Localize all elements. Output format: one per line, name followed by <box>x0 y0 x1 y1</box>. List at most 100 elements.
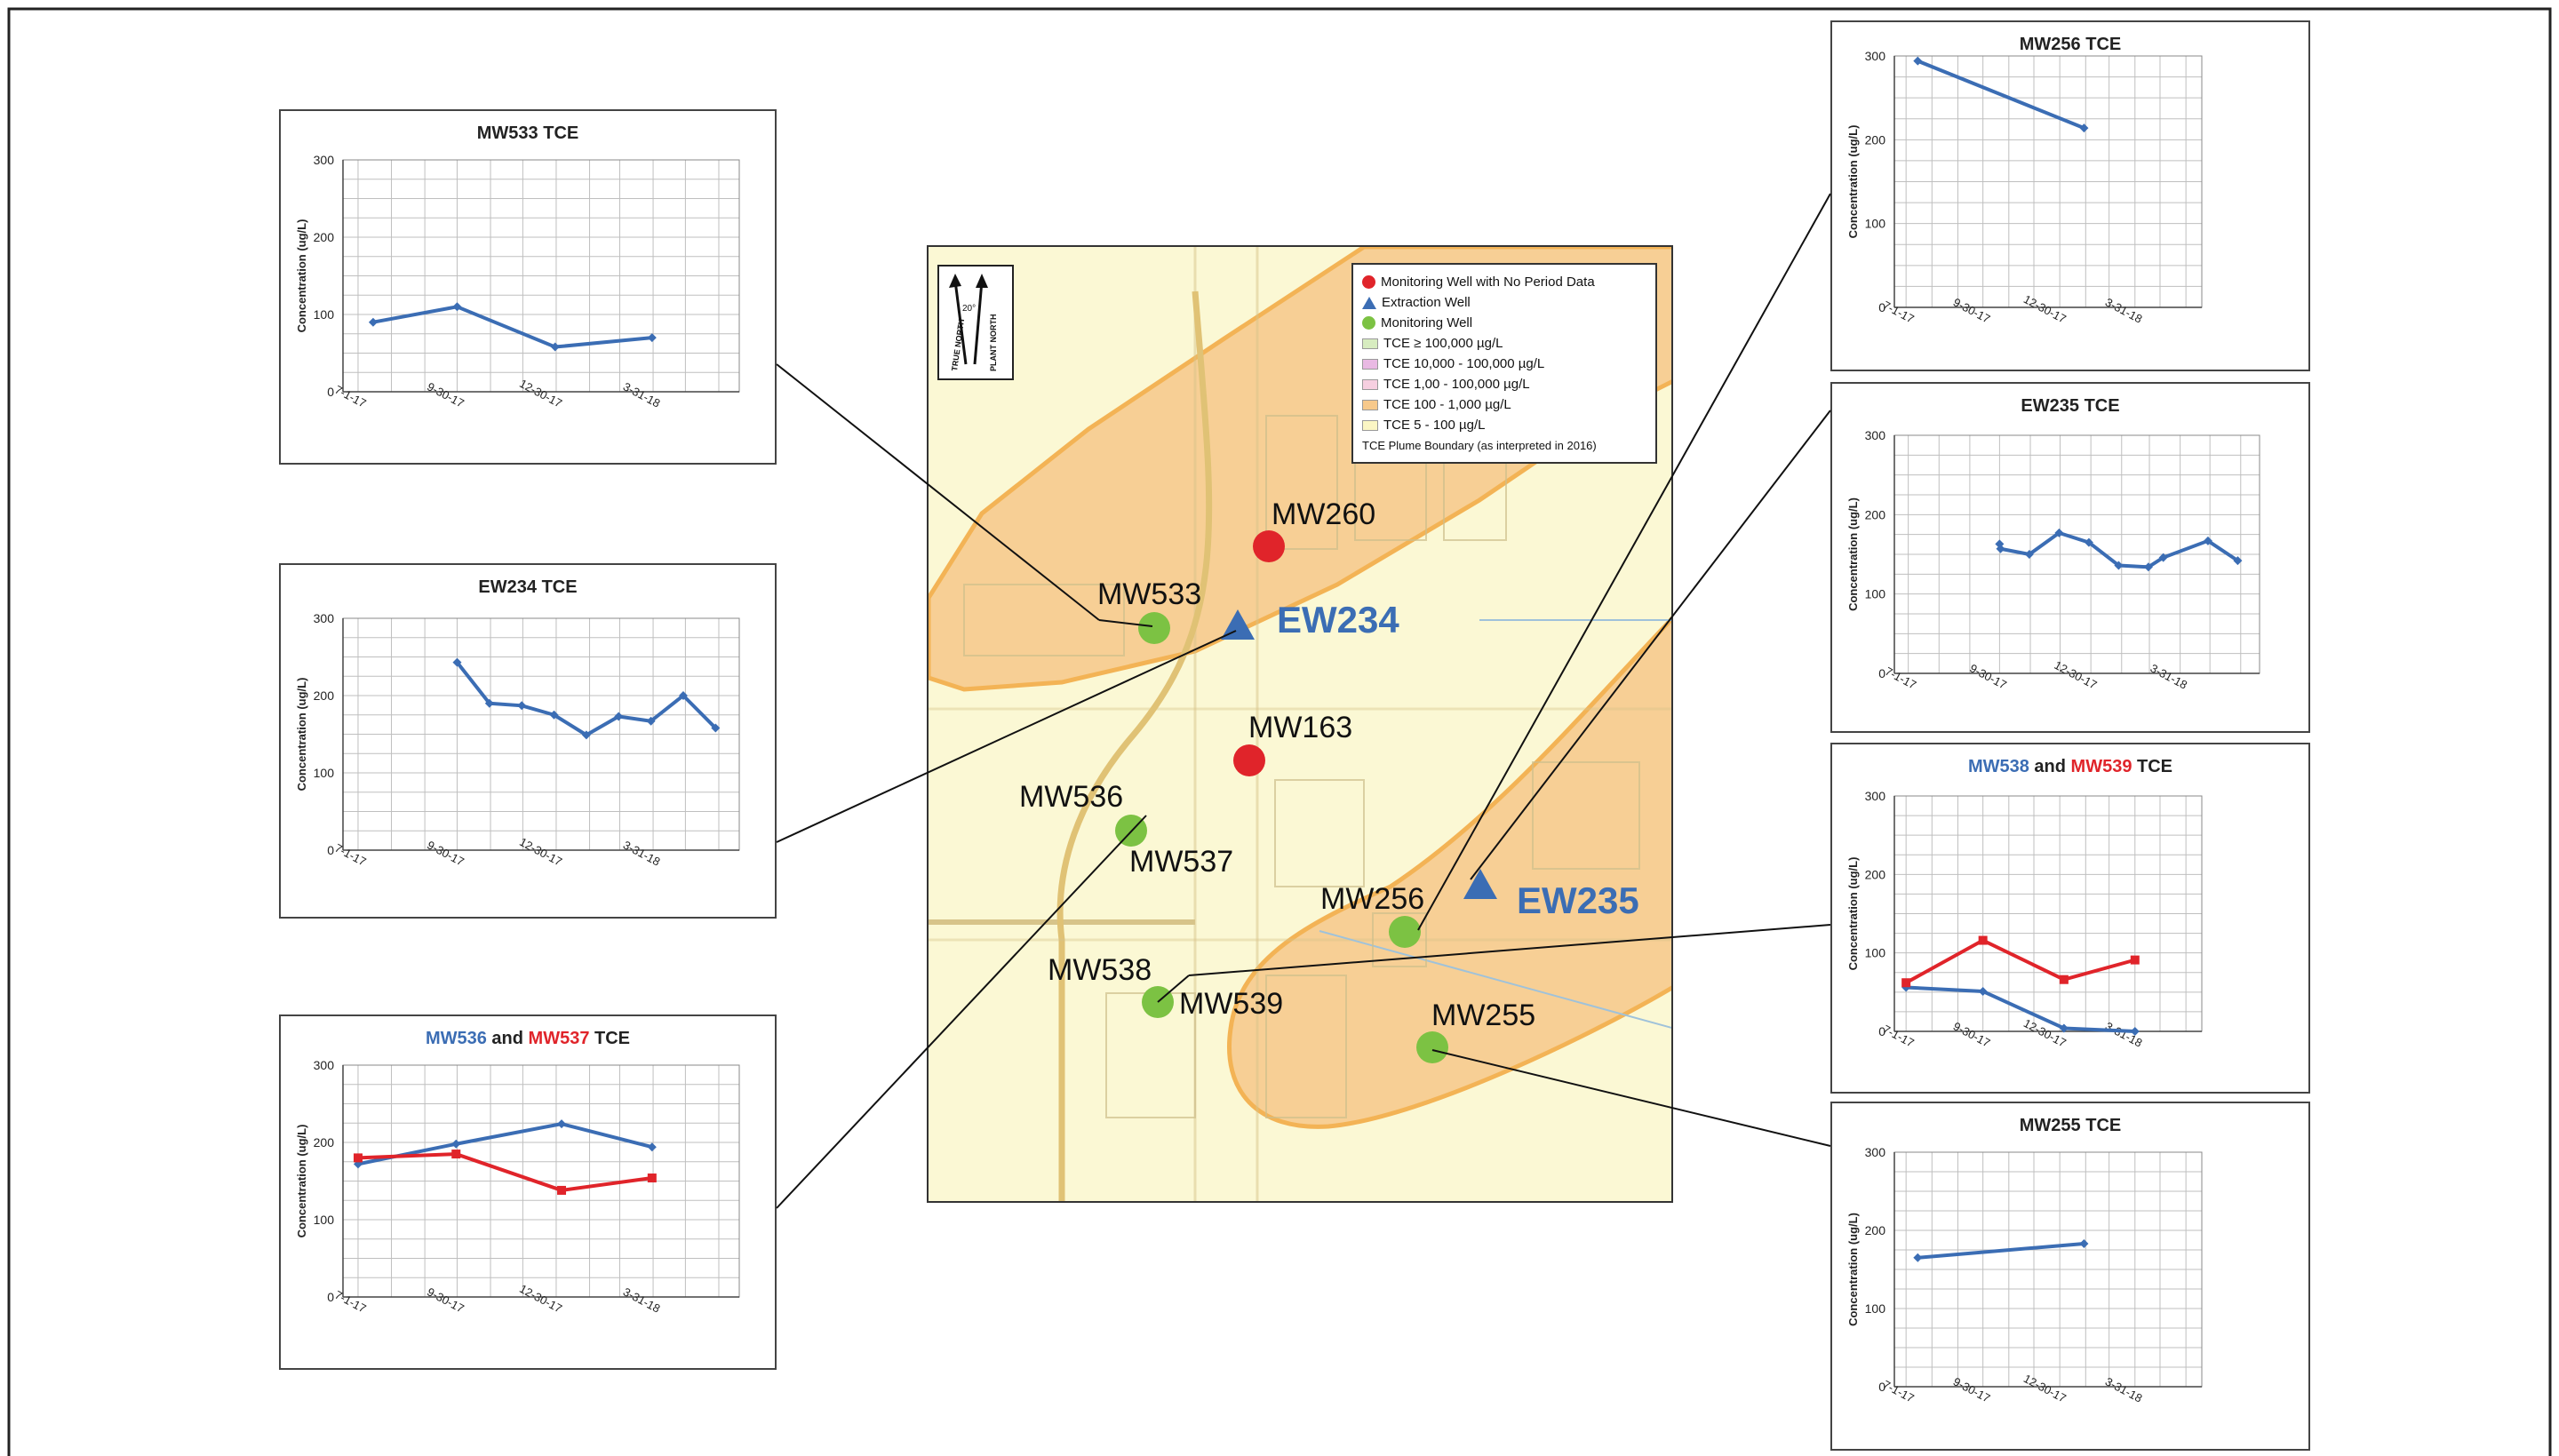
data-point <box>2233 556 2243 566</box>
data-point <box>2084 537 2093 547</box>
leader-mw255 <box>1431 1049 1831 1147</box>
data-point <box>647 1174 657 1183</box>
y-tick-label: 0 <box>327 843 334 857</box>
y-tick-label: 100 <box>1865 1301 1886 1316</box>
series-line <box>1905 938 2136 984</box>
legend-label: TCE ≥ 100,000 µg/L <box>1383 336 1503 351</box>
well-marker-mw163[interactable] <box>1233 744 1265 776</box>
y-axis-label: Concentration (ug/L) <box>295 678 308 792</box>
series-line <box>357 1152 653 1192</box>
legend-item: Monitoring Well <box>1362 313 1646 333</box>
title-and: and <box>486 1029 529 1048</box>
data-point <box>614 712 624 721</box>
legend-label: Monitoring Well with No Period Data <box>1381 274 1595 290</box>
well-label-mw536: MW536 <box>1019 780 1124 814</box>
legend-item: TCE 100 - 1,000 µg/L <box>1362 394 1646 415</box>
data-point <box>2054 528 2064 537</box>
title-suffix: TCE <box>589 1029 631 1048</box>
leader-mw536 <box>776 815 1147 1209</box>
chart-title: EW234 TCE <box>478 577 578 597</box>
data-point <box>581 730 591 740</box>
well-marker-ew235[interactable] <box>1463 869 1497 899</box>
color-swatch <box>1362 338 1378 349</box>
chart-mw536-mw537: 0 100 200 300 7-1-17 9-30-17 12-30-17 3-31-18 Co… <box>279 1014 777 1370</box>
chart-mw255: 0 100 200 300 7-1-17 9-30-17 12-30-17 3-31-18 Co… <box>1830 1102 2310 1451</box>
series-line <box>1997 530 2239 569</box>
chart-mw538-mw539: 0 100 200 300 7-1-17 9-30-17 12-30-17 3-31-18 Co… <box>1830 743 2310 1094</box>
y-tick-label: 300 <box>314 153 335 167</box>
data-point <box>2130 1027 2140 1036</box>
chart-ew235: 0 100 200 300 7-1-17 9-30-17 12-30-17 3-31-18 Co… <box>1830 382 2310 733</box>
chart-title: MW533 TCE <box>476 123 579 143</box>
data-point <box>1913 56 1923 66</box>
well-label-mw255: MW255 <box>1431 999 1536 1032</box>
well-marker-ew234[interactable] <box>1221 609 1255 640</box>
well-marker-mw256[interactable] <box>1389 916 1421 948</box>
chart-title: EW235 TCE <box>2021 396 2120 416</box>
data-point <box>452 657 462 667</box>
legend-label: TCE 5 - 100 µg/L <box>1383 418 1486 433</box>
y-axis-label: Concentration (ug/L) <box>1846 497 1860 611</box>
data-point <box>451 1150 461 1159</box>
data-point <box>2079 123 2089 133</box>
data-point <box>368 317 378 327</box>
legend-item: Extraction Well <box>1362 292 1646 313</box>
site-map: 20° TRUE NORTH PLANT NORTH Monitoring We… <box>927 245 1673 1203</box>
y-tick-label: 200 <box>1865 867 1886 881</box>
series-line <box>1917 59 2085 130</box>
chart-ew234: 0 100 200 300 7-1-17 9-30-17 12-30-17 3-31-18 Co… <box>279 563 777 919</box>
color-swatch <box>1362 419 1378 431</box>
data-point <box>451 1139 461 1149</box>
y-tick-label: 300 <box>1865 1145 1886 1159</box>
y-tick-label: 300 <box>1865 428 1886 442</box>
data-point <box>2059 975 2069 984</box>
series-line <box>357 1122 653 1166</box>
y-tick-label: 100 <box>314 307 335 322</box>
y-tick-label: 300 <box>1865 49 1886 63</box>
title-series-1: MW536 <box>425 1029 487 1048</box>
y-tick-label: 200 <box>1865 507 1886 521</box>
y-tick-label: 0 <box>327 1290 334 1304</box>
data-point <box>2024 550 2034 559</box>
y-tick-label: 0 <box>327 385 334 399</box>
data-point <box>2158 553 2168 562</box>
y-axis-label: Concentration (ug/L) <box>295 219 308 333</box>
leader-ew235 <box>1470 410 1831 880</box>
series-line <box>1906 985 2135 1033</box>
y-tick-label: 0 <box>1878 1024 1885 1038</box>
chart-title: MW255 TCE <box>2019 1116 2122 1135</box>
legend-item: TCE 10,000 - 100,000 µg/L <box>1362 354 1646 374</box>
well-label-mw539: MW539 <box>1179 987 1284 1021</box>
well-marker-mw260[interactable] <box>1253 530 1285 562</box>
well-marker-mw533[interactable] <box>1138 612 1170 644</box>
north-angle: 20° <box>962 304 976 314</box>
y-tick-label: 100 <box>1865 587 1886 601</box>
leader-mw533-tail <box>1098 619 1153 627</box>
color-swatch <box>1362 399 1378 410</box>
north-arrow: 20° TRUE NORTH PLANT NORTH <box>937 265 1014 380</box>
y-tick-label: 300 <box>314 1058 335 1072</box>
legend-label: Extraction Well <box>1382 295 1471 310</box>
y-tick-label: 0 <box>1878 666 1885 680</box>
data-point <box>2114 561 2124 570</box>
data-point <box>711 723 721 733</box>
well-label-mw256: MW256 <box>1320 882 1425 916</box>
chart-title: MW536 and MW537 TCE <box>281 1029 775 1049</box>
legend-label: TCE 10,000 - 100,000 µg/L <box>1383 356 1545 371</box>
data-point <box>646 716 656 726</box>
well-label-mw260: MW260 <box>1272 497 1376 531</box>
y-tick-label: 100 <box>1865 217 1886 231</box>
y-axis-label: Concentration (ug/L) <box>1846 1213 1860 1326</box>
y-axis-label: Concentration (ug/L) <box>295 1125 308 1238</box>
chart-mw256: 0 100 200 300 7-1-17 9-30-17 12-30-17 3-31-18 Co… <box>1830 20 2310 371</box>
north-arrow-icon: 20° TRUE NORTH PLANT NORTH <box>949 274 998 371</box>
leader-mw538 <box>1188 924 1831 976</box>
well-marker-mw255[interactable] <box>1416 1031 1448 1063</box>
y-tick-label: 200 <box>314 1135 335 1150</box>
